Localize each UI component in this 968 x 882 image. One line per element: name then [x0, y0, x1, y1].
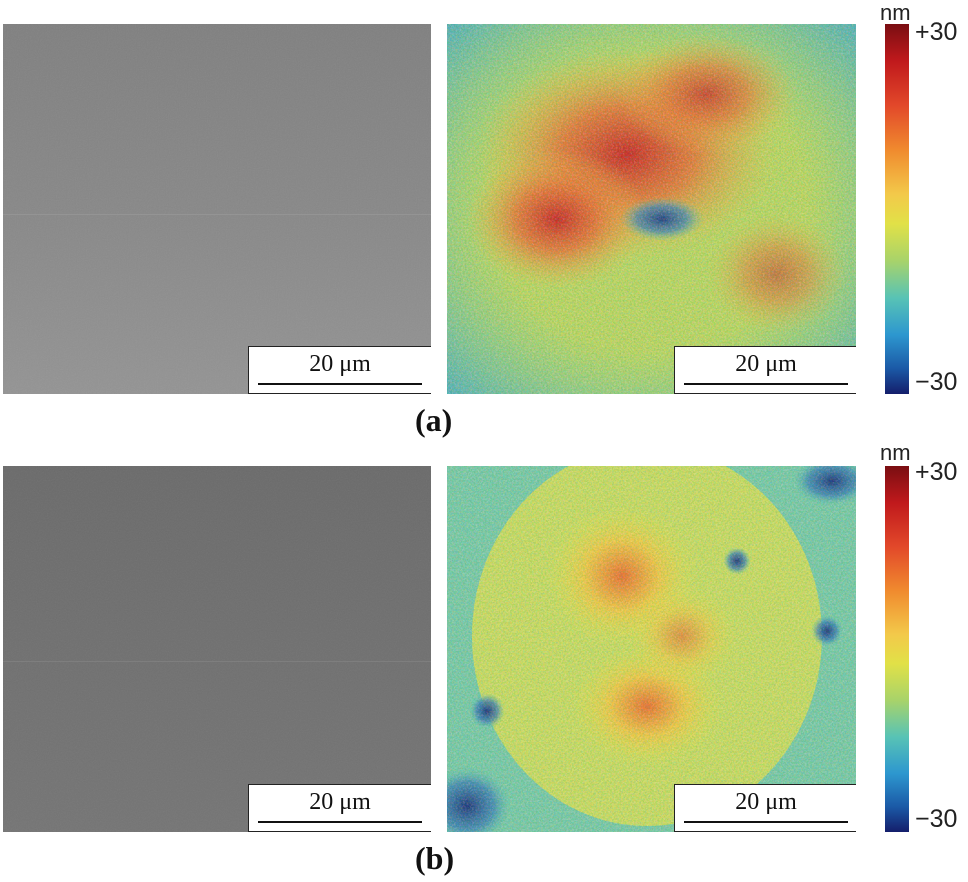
colorbar-unit-b: nm — [880, 440, 911, 465]
height-scale-line-b — [684, 821, 848, 823]
height-scale-label-a: 20 μm — [735, 351, 797, 377]
height-scale-bar-b: 20 μm — [674, 784, 856, 832]
sem-image-a: 20 μm — [3, 24, 431, 394]
panel-label-a: (a) — [415, 402, 453, 438]
height-scale-label-b: 20 μm — [735, 789, 797, 815]
colorbar-min-a: −30 — [915, 368, 958, 396]
colorbar-min-b: −30 — [915, 805, 958, 833]
height-map-a: 20 μm — [447, 24, 856, 394]
colorbar-a — [885, 24, 909, 394]
panel-label-b: (b) — [415, 840, 455, 876]
colorbar-max-a: +30 — [915, 18, 958, 46]
height-scale-line-a — [684, 383, 848, 385]
sem-scale-line-a — [258, 383, 422, 385]
sem-scale-label-a: 20 μm — [309, 351, 371, 377]
sem-scale-bar-a: 20 μm — [248, 346, 431, 394]
height-scale-bar-a: 20 μm — [674, 346, 856, 394]
colorbar-unit-a: nm — [880, 0, 911, 25]
sem-image-b: 20 μm — [3, 466, 431, 832]
colorbar-max-b: +30 — [915, 458, 958, 486]
sem-scale-label-b: 20 μm — [309, 789, 371, 815]
sem-scale-bar-b: 20 μm — [248, 784, 431, 832]
height-map-b: 20 μm — [447, 466, 856, 832]
sem-scale-line-b — [258, 821, 422, 823]
colorbar-b — [885, 466, 909, 832]
